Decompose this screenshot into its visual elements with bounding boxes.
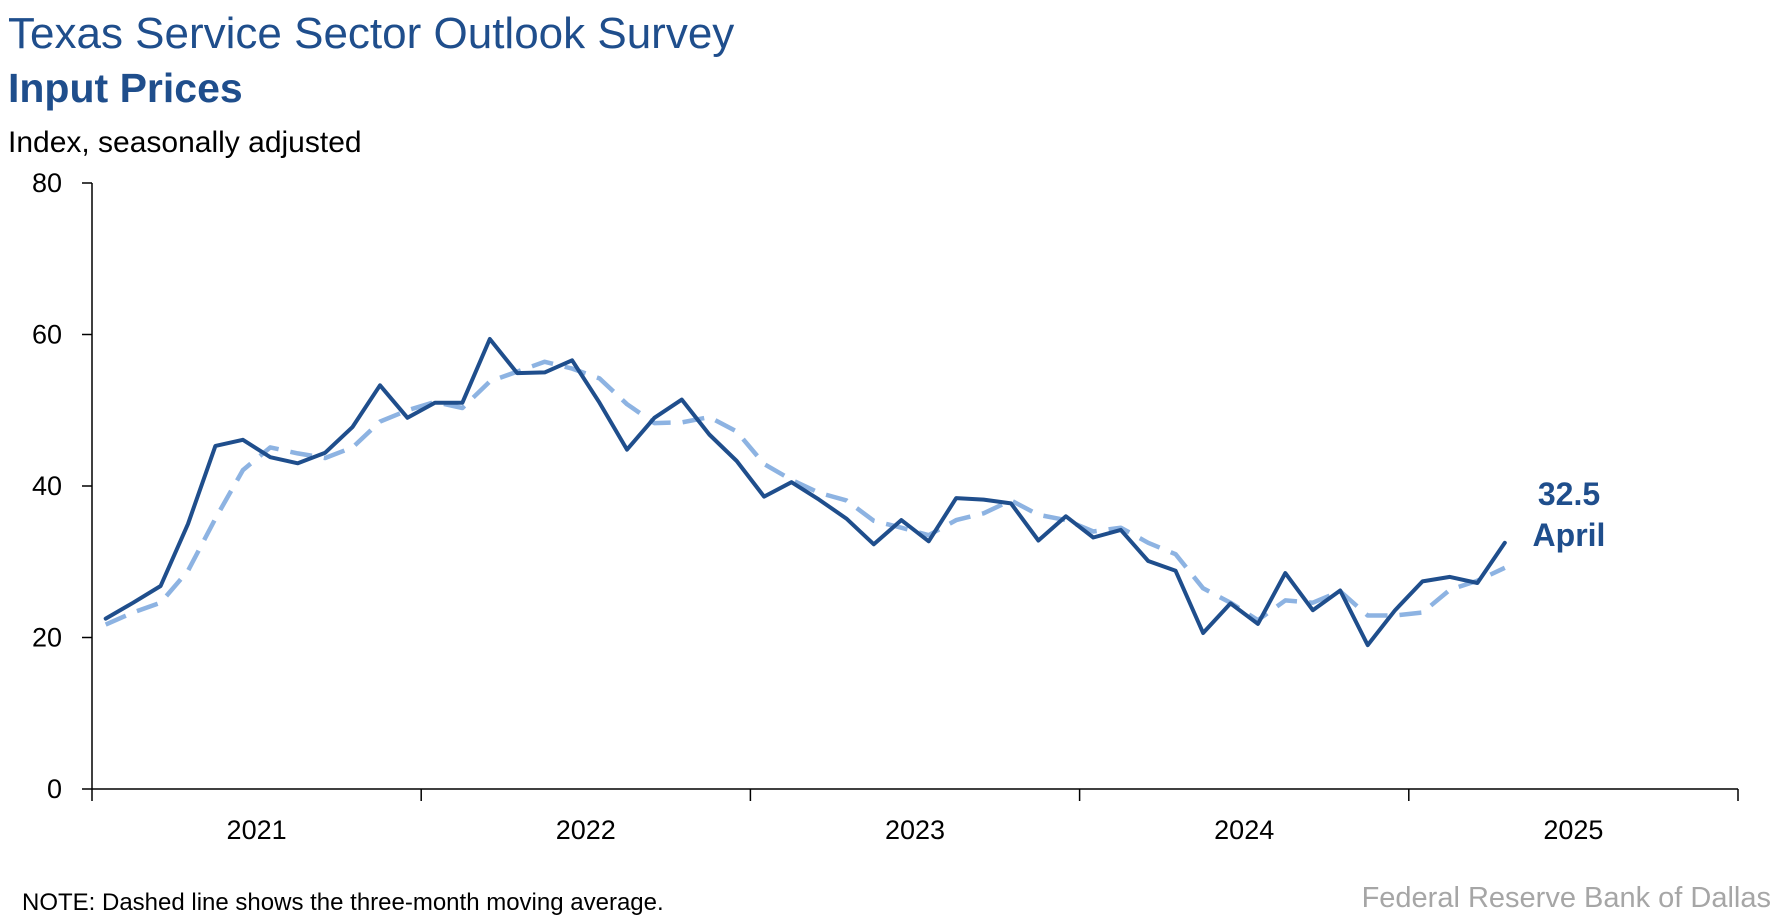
x-tick-label: 2021	[227, 815, 287, 845]
moving-average-line	[104, 359, 1506, 627]
chart-title: Texas Service Sector Outlook Survey	[8, 9, 734, 58]
y-axis-label: Index, seasonally adjusted	[8, 126, 362, 159]
y-tick-label: 80	[32, 168, 62, 198]
annotation-label: April	[1533, 517, 1606, 553]
input-prices-line	[103, 337, 1507, 648]
y-tick-label: 60	[32, 320, 62, 350]
series-layer	[103, 337, 1507, 648]
y-tick-label: 0	[47, 774, 62, 804]
x-tick-label: 2025	[1543, 815, 1603, 845]
annotation-value: 32.5	[1538, 476, 1600, 512]
y-tick-label: 20	[32, 623, 62, 653]
x-tick-label: 2022	[556, 815, 616, 845]
y-axis-ticks: 0 20 40 60 80	[32, 168, 92, 804]
y-tick-label: 40	[32, 471, 62, 501]
x-tick-label: 2024	[1214, 815, 1274, 845]
axes	[91, 183, 1738, 790]
chart-note: NOTE: Dashed line shows the three-month …	[22, 889, 664, 916]
x-axis-ticks: 2021 2022 2023 2024 2025	[91, 789, 1739, 845]
x-tick-label: 2023	[885, 815, 945, 845]
source-credit: Federal Reserve Bank of Dallas	[1362, 882, 1771, 914]
chart-subtitle: Input Prices	[8, 65, 243, 111]
